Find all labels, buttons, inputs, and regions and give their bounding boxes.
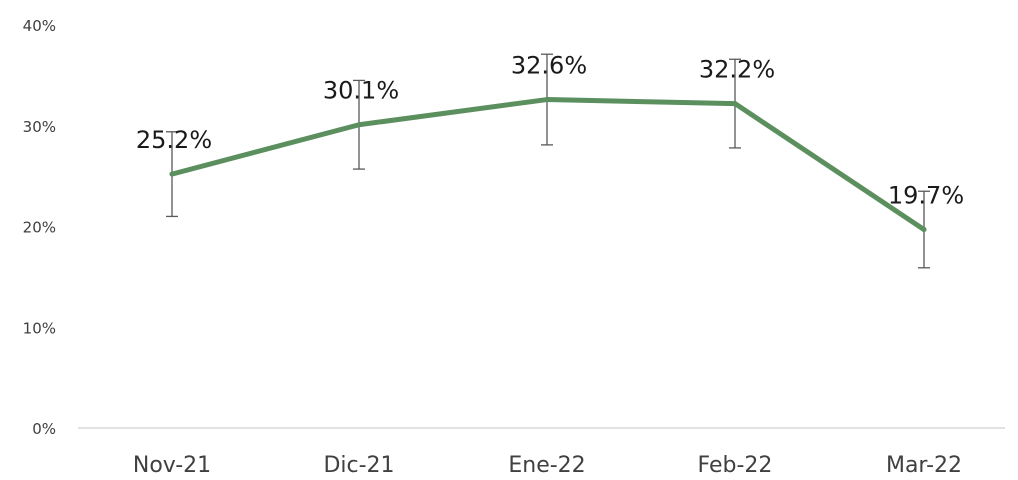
y-tick-label: 20% xyxy=(23,219,56,237)
data-label: 25.2% xyxy=(136,126,212,154)
data-label: 32.6% xyxy=(511,52,587,80)
y-tick-label: 40% xyxy=(23,17,56,35)
data-label: 30.1% xyxy=(323,77,399,105)
data-point xyxy=(921,227,927,233)
x-tick-label: Dic-21 xyxy=(323,453,394,476)
error-bars xyxy=(166,53,930,269)
x-axis-ticks: Nov-21 Dic-21 Ene-22 Feb-22 Mar-22 xyxy=(133,453,962,478)
series-line xyxy=(169,97,927,233)
data-point xyxy=(732,101,738,107)
data-label: 32.2% xyxy=(699,56,775,84)
y-tick-label: 10% xyxy=(23,319,56,337)
x-tick-label: Mar-22 xyxy=(886,453,962,476)
data-point xyxy=(169,171,175,177)
data-point xyxy=(356,122,362,128)
data-label: 19.7% xyxy=(888,182,964,210)
x-tick-label: Nov-21 xyxy=(133,453,211,476)
y-tick-label: 0% xyxy=(32,420,56,438)
x-tick-label: Feb-22 xyxy=(698,453,773,476)
x-tick-label: Ene-22 xyxy=(508,453,585,476)
data-point xyxy=(544,97,550,103)
y-tick-label: 30% xyxy=(23,118,56,136)
data-labels: 25.2% 30.1% 32.6% 32.2% 19.7% xyxy=(136,52,964,210)
y-axis-ticks: 0% 10% 20% 30% 40% xyxy=(23,17,56,438)
